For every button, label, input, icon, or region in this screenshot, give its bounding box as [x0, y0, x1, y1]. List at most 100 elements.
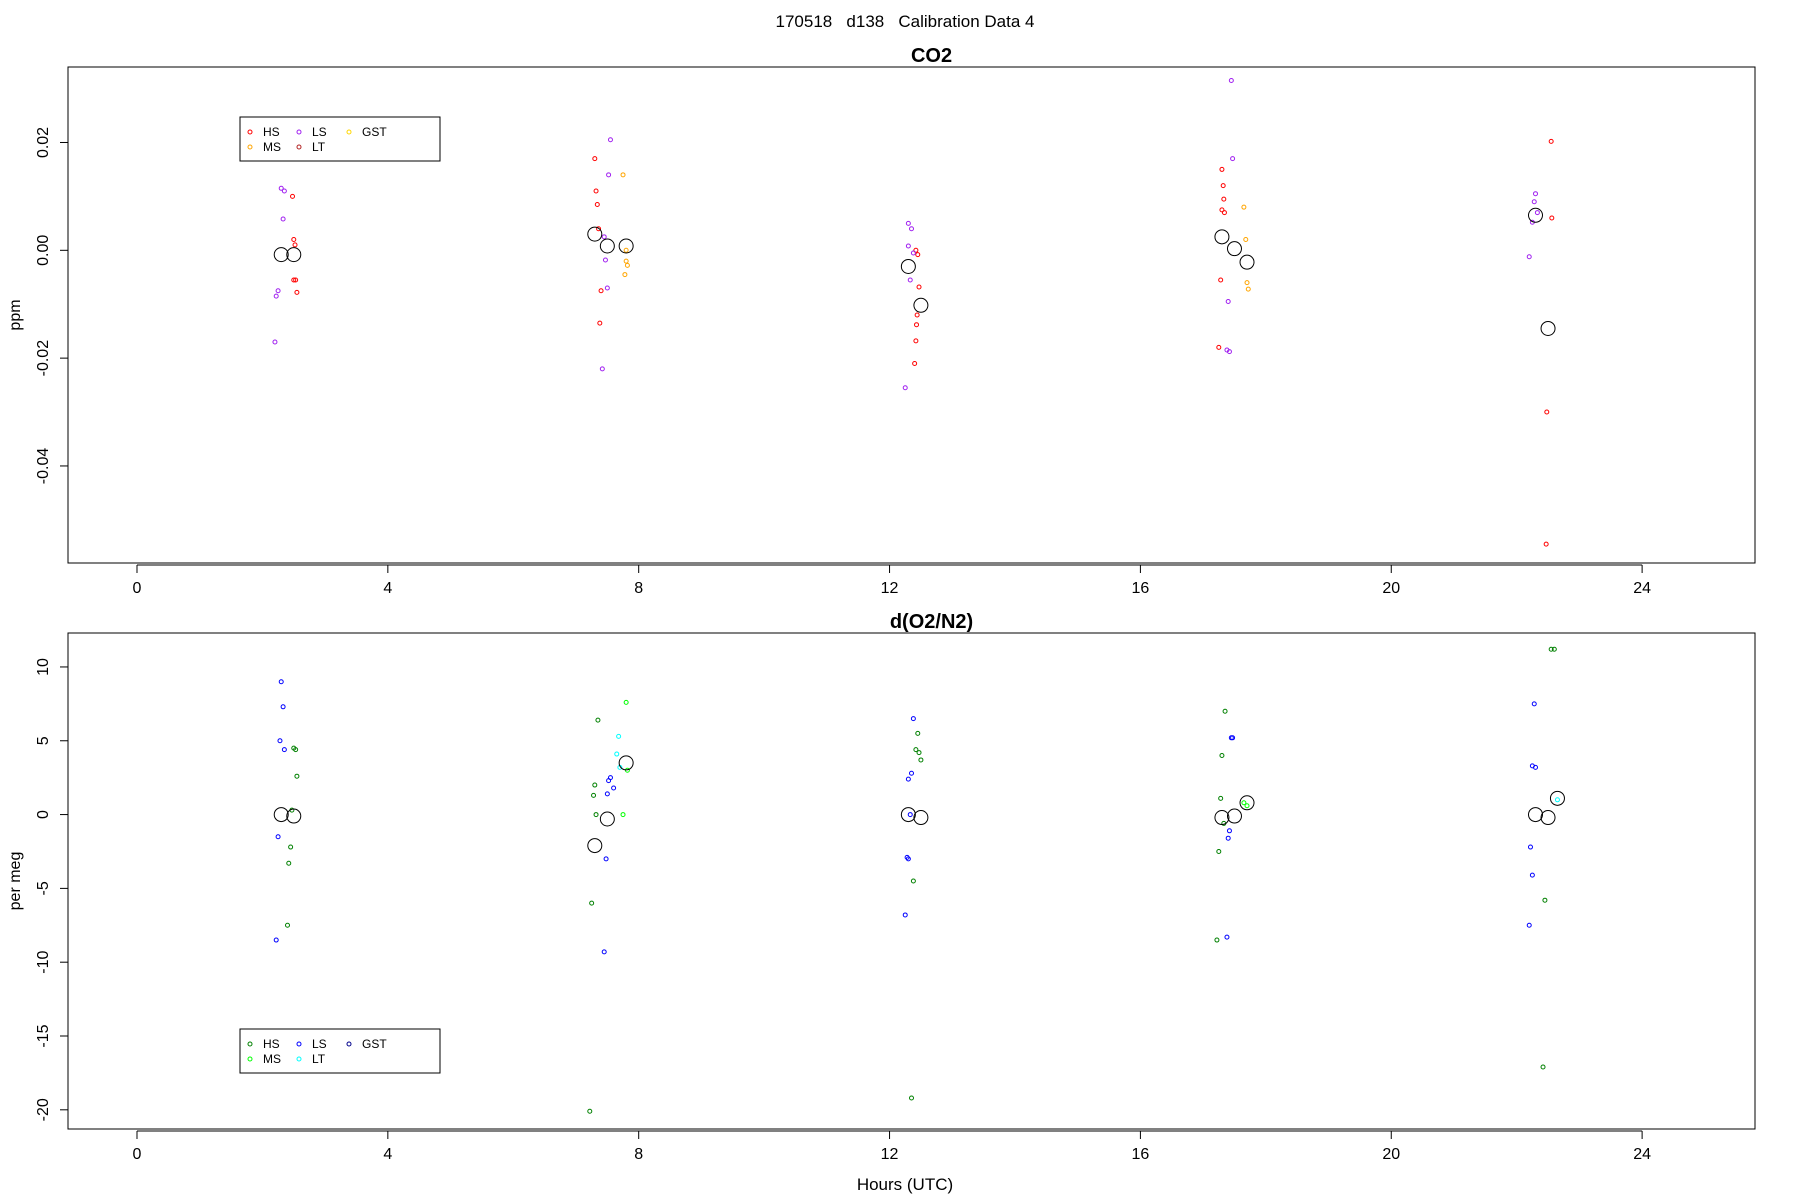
data-point [916, 750, 922, 756]
data-point [1226, 241, 1242, 257]
data-point [618, 755, 634, 771]
data-point [294, 773, 300, 779]
data-point [277, 738, 283, 744]
legend-marker [247, 129, 253, 135]
data-point [589, 900, 595, 906]
data-point [910, 250, 916, 256]
legend-marker [296, 129, 302, 135]
series-ms [620, 172, 1251, 292]
data-point [280, 704, 286, 710]
data-point [905, 243, 911, 249]
series-hs [284, 646, 1557, 1114]
data-point [587, 226, 603, 242]
x-tick-label: 0 [133, 1146, 142, 1163]
data-point [273, 807, 289, 823]
data-point [275, 834, 281, 840]
data-point [293, 747, 299, 753]
data-point [1243, 237, 1249, 243]
data-point [1527, 844, 1533, 850]
data-point [910, 716, 916, 722]
data-point [275, 288, 281, 294]
data-point [591, 792, 597, 798]
legend-label: LT [312, 1052, 326, 1066]
data-point [913, 338, 919, 344]
data-point [286, 808, 302, 824]
data-point [592, 156, 598, 162]
legend-label: LT [312, 140, 326, 154]
data-point [918, 757, 924, 763]
data-point [603, 856, 609, 862]
data-point [905, 776, 911, 782]
y-tick-label: -10 [35, 951, 52, 974]
legend-label: LS [312, 125, 327, 139]
series-mean [273, 755, 1565, 854]
data-point [1241, 800, 1247, 806]
x-tick-label: 20 [1382, 1146, 1400, 1163]
data-point [1529, 872, 1535, 878]
legend-label: HS [263, 125, 280, 139]
data-point [1222, 708, 1228, 714]
data-point [599, 238, 615, 254]
data-point [909, 770, 914, 776]
x-axis-label: Hours (UTC) [857, 1175, 953, 1194]
legend-label: GST [362, 1037, 387, 1051]
data-point [1225, 299, 1231, 305]
data-point [1526, 922, 1532, 928]
data-point [1225, 835, 1231, 841]
data-point [623, 699, 629, 705]
legend-label: MS [263, 1052, 281, 1066]
data-point [620, 172, 626, 178]
data-point [907, 277, 913, 283]
data-point [595, 717, 601, 723]
x-tick-label: 4 [383, 580, 392, 597]
data-point [280, 216, 286, 222]
data-point [1219, 753, 1225, 759]
data-point [1228, 77, 1234, 83]
data-point [915, 730, 921, 736]
data-point [1218, 277, 1224, 283]
series-hs [290, 138, 1555, 547]
data-point [1549, 215, 1555, 221]
data-point [1214, 810, 1230, 826]
data-point [596, 226, 602, 232]
data-point [294, 289, 300, 295]
y-tick-label: 0.02 [35, 127, 52, 158]
data-point [606, 172, 612, 178]
data-point [622, 272, 628, 278]
data-point [278, 185, 284, 191]
data-point [597, 320, 603, 326]
data-point [912, 361, 918, 367]
data-point [1528, 807, 1544, 823]
data-point [1534, 210, 1540, 216]
data-point [623, 258, 629, 264]
data-point [916, 284, 922, 290]
y-tick-label: -0.02 [35, 340, 52, 377]
data-point [1544, 409, 1550, 415]
data-point [1543, 541, 1549, 547]
data-point [1551, 646, 1557, 652]
y-tick-label: 10 [35, 658, 52, 676]
data-point [1216, 848, 1222, 854]
data-point [1540, 320, 1556, 336]
x-tick-label: 20 [1382, 580, 1400, 597]
data-point [905, 856, 911, 862]
data-point [616, 733, 622, 739]
data-point [1226, 828, 1232, 834]
data-point [1219, 166, 1225, 172]
x-tick-label: 8 [634, 580, 643, 597]
legend-label: MS [263, 140, 281, 154]
data-point [587, 838, 603, 854]
data-point [599, 366, 605, 372]
data-point [288, 844, 294, 850]
legend-marker [247, 144, 253, 150]
legend-marker [346, 1041, 352, 1047]
y-tick-label: 5 [35, 736, 52, 745]
data-point [598, 288, 604, 294]
data-point [913, 810, 929, 826]
data-point [281, 188, 287, 194]
data-point [1239, 795, 1255, 811]
data-point [614, 751, 620, 757]
data-point [1239, 254, 1255, 270]
